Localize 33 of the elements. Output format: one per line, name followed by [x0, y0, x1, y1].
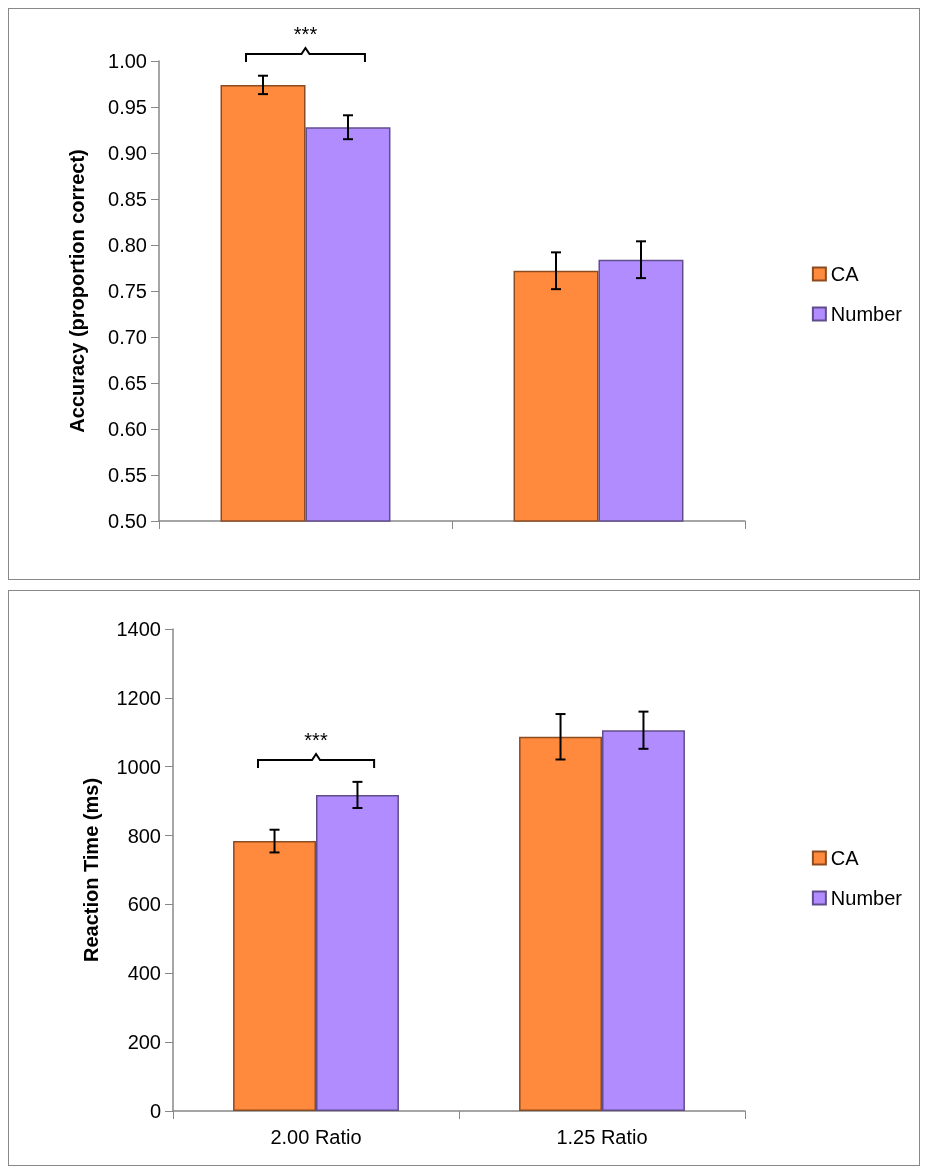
bar — [602, 730, 685, 1111]
y-tick-label: 0.55 — [108, 464, 147, 486]
y-tick-label: 0.60 — [108, 418, 147, 440]
y-tick-label: 0.75 — [108, 280, 147, 302]
text: *** — [293, 22, 318, 45]
legend-label: Number — [830, 887, 903, 909]
y-tick-label: 0.85 — [108, 188, 147, 210]
x-tick-label: 2.00 Ratio — [270, 1126, 362, 1148]
y-tick-label: 600 — [127, 893, 161, 916]
y-axis-title: Accuracy (proportion correct) — [66, 149, 88, 433]
y-tick-label: 1000 — [116, 755, 161, 778]
y-tick-label: 0.95 — [108, 96, 147, 118]
bar — [233, 841, 316, 1111]
y-tick-label: 1400 — [116, 618, 161, 640]
legend-label: CA — [830, 263, 860, 285]
legend-label: Number — [830, 303, 903, 325]
y-tick-label: 800 — [127, 824, 161, 847]
y-tick-label: 0.50 — [108, 510, 147, 532]
y-tick-label: 200 — [127, 1031, 161, 1054]
y-axis-title: Reaction Time (ms) — [80, 777, 102, 963]
bar — [316, 794, 399, 1111]
annotation: *** — [304, 728, 328, 751]
y-tick-label: 0.80 — [108, 234, 147, 256]
bar — [519, 736, 602, 1111]
x-tick-label: 1.25 Ratio — [556, 1126, 648, 1148]
y-tick-label: 400 — [127, 962, 161, 985]
legend-label: CA — [830, 847, 860, 869]
y-tick-label: 1200 — [116, 686, 161, 709]
y-tick-label: 0 — [149, 1100, 161, 1122]
y-tick-label: 0.70 — [108, 326, 147, 348]
y-tick-label: 0.65 — [108, 372, 147, 394]
y-tick-label: 1.00 — [108, 50, 147, 72]
y-tick-label: 0.90 — [108, 142, 147, 164]
